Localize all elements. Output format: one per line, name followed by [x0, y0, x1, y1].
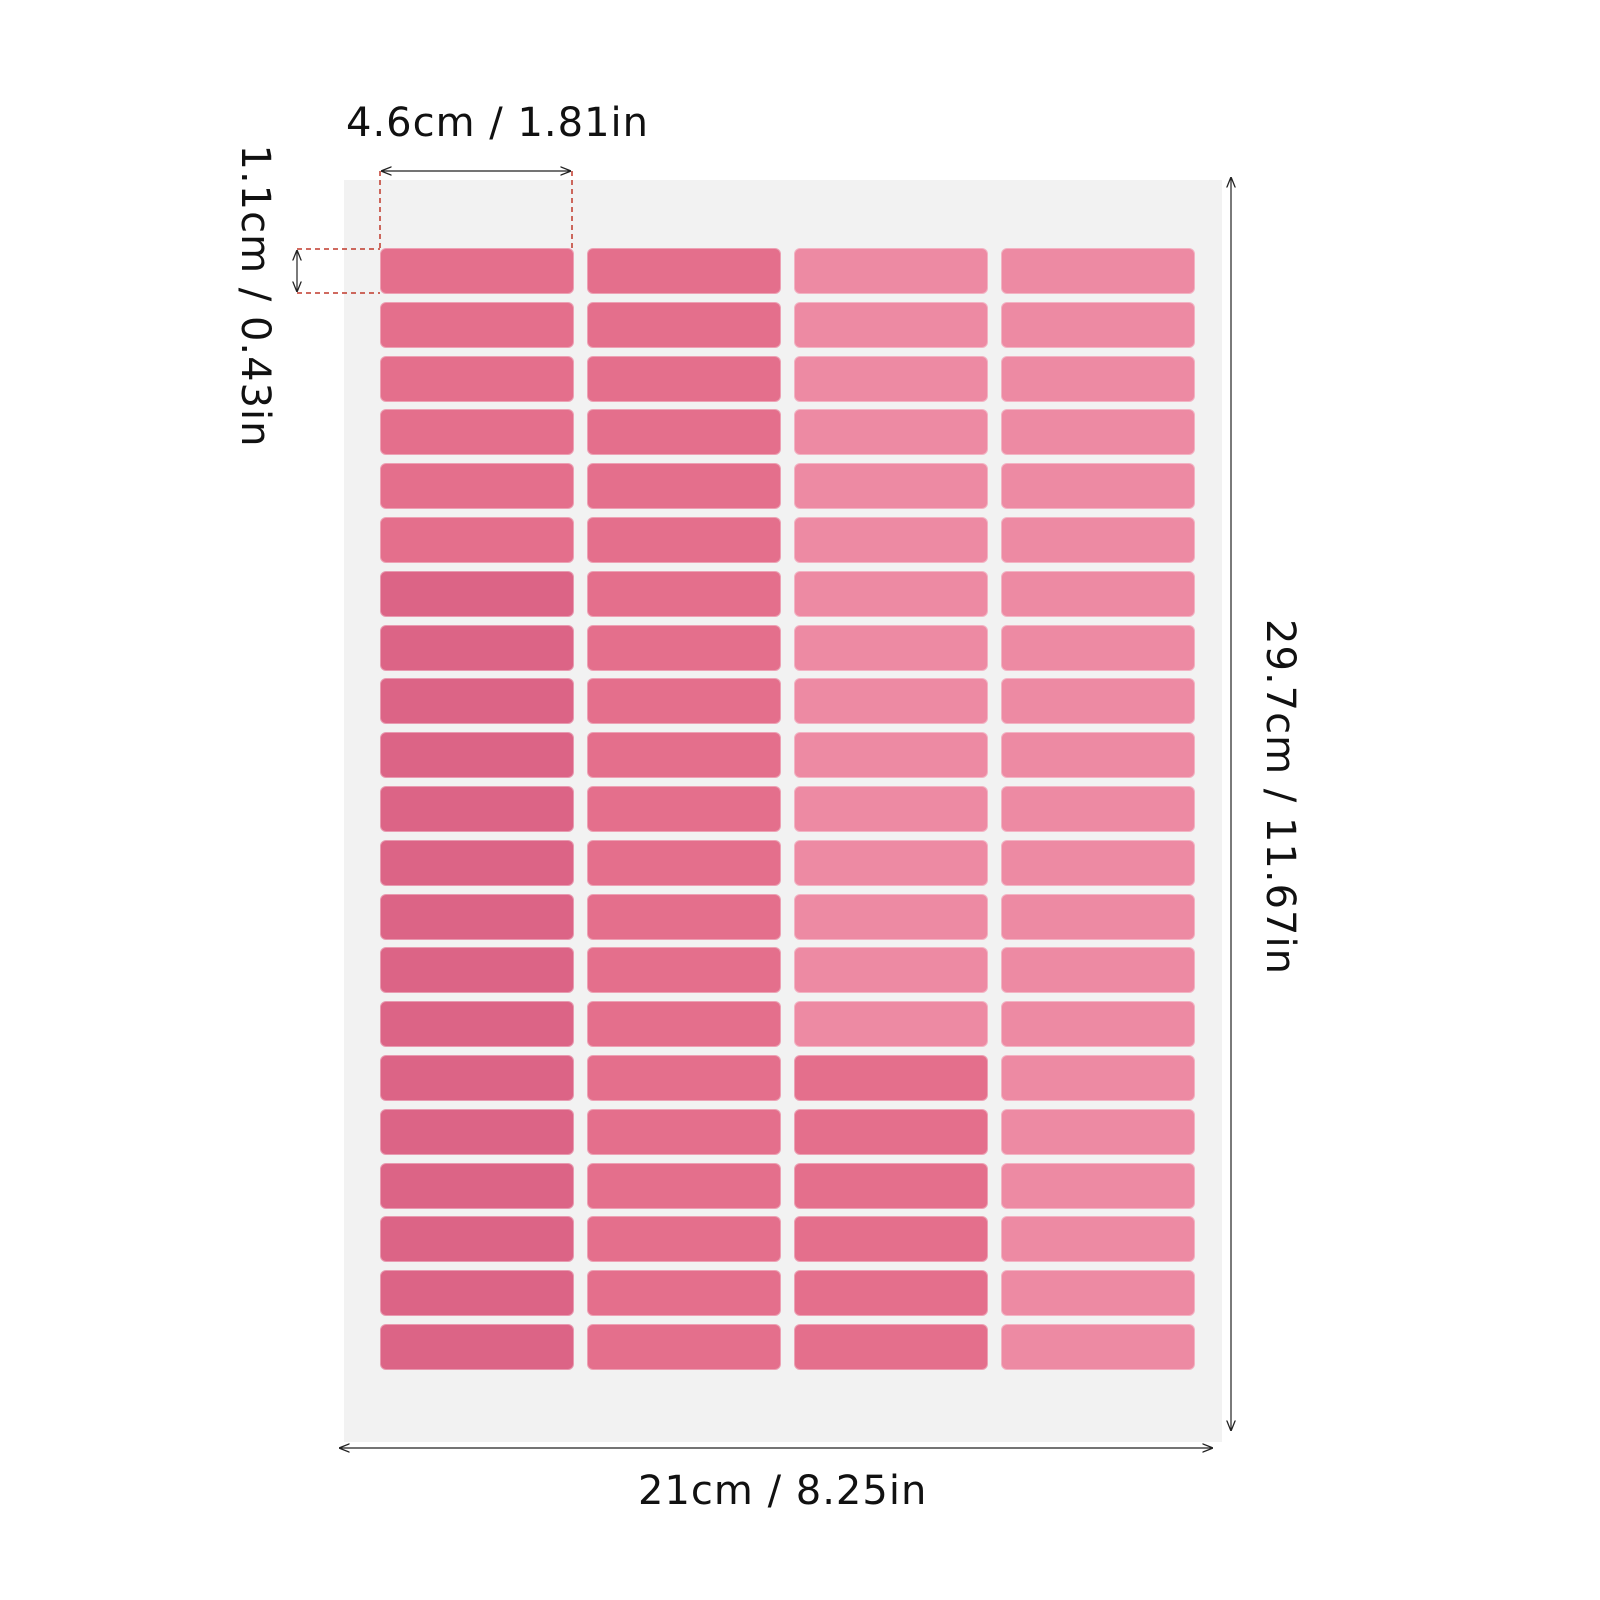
sticker-label — [1001, 624, 1195, 671]
sticker-label — [587, 1270, 781, 1317]
sticker-label — [587, 1108, 781, 1155]
sticker-label — [1001, 463, 1195, 510]
sticker-label — [1001, 1054, 1195, 1101]
sticker-label — [380, 839, 574, 886]
sticker-label — [380, 1162, 574, 1209]
sticker-label — [1001, 1216, 1195, 1263]
sticker-label — [794, 678, 988, 725]
sticker-label — [794, 570, 988, 617]
sticker-label — [1001, 785, 1195, 832]
sticker-label — [380, 355, 574, 402]
sticker-label — [1001, 301, 1195, 348]
sheet-width-text: 21cm / 8.25in — [638, 1468, 928, 1514]
sticker-label — [794, 463, 988, 510]
sticker-label — [587, 947, 781, 994]
sticker-label — [380, 1108, 574, 1155]
label-width-text: 4.6cm / 1.81in — [346, 100, 650, 146]
sticker-label — [1001, 839, 1195, 886]
sticker-label — [1001, 1270, 1195, 1317]
sticker-label — [794, 839, 988, 886]
sticker-label — [380, 893, 574, 940]
sheet-height-text: 29.7cm / 11.67in — [1257, 619, 1303, 975]
sticker-label — [794, 301, 988, 348]
sticker-label — [587, 624, 781, 671]
sticker-label — [587, 1323, 781, 1370]
sticker-label — [587, 463, 781, 510]
sticker-label — [1001, 1108, 1195, 1155]
sticker-label — [794, 1054, 988, 1101]
sticker-label — [587, 893, 781, 940]
sticker-label — [794, 624, 988, 671]
sticker-label — [1001, 248, 1195, 294]
sticker-label — [587, 516, 781, 563]
sticker-label — [794, 732, 988, 779]
sticker-label — [380, 463, 574, 510]
sticker-label — [587, 355, 781, 402]
sticker-label — [587, 409, 781, 456]
sticker-label — [794, 409, 988, 456]
sticker-label — [380, 1001, 574, 1048]
sticker-label — [587, 1216, 781, 1263]
sticker-label — [1001, 1162, 1195, 1209]
sticker-label — [794, 1162, 988, 1209]
sticker-label — [587, 248, 781, 294]
sticker-label — [587, 732, 781, 779]
sticker-label — [380, 516, 574, 563]
sticker-label — [587, 570, 781, 617]
sticker-label — [1001, 732, 1195, 779]
sticker-label — [794, 785, 988, 832]
sticker-label — [380, 947, 574, 994]
sticker-label — [1001, 516, 1195, 563]
sticker-label — [587, 678, 781, 725]
sticker-label — [794, 1001, 988, 1048]
sticker-label — [380, 1270, 574, 1317]
sticker-label — [794, 1270, 988, 1317]
sticker-label — [380, 1216, 574, 1263]
sticker-label — [380, 785, 574, 832]
sticker-label — [380, 1054, 574, 1101]
label-sheet — [344, 180, 1222, 1442]
sticker-label — [1001, 947, 1195, 994]
sticker-label — [1001, 678, 1195, 725]
sticker-label — [587, 301, 781, 348]
sticker-label — [1001, 409, 1195, 456]
sticker-label — [794, 355, 988, 402]
sticker-label — [380, 248, 574, 294]
sticker-label — [1001, 893, 1195, 940]
sticker-label — [587, 1162, 781, 1209]
sticker-label — [1001, 355, 1195, 402]
sticker-label — [794, 1216, 988, 1263]
sticker-label — [380, 301, 574, 348]
sticker-label — [1001, 570, 1195, 617]
sticker-label — [587, 1001, 781, 1048]
sticker-label — [1001, 1323, 1195, 1370]
sticker-label — [587, 839, 781, 886]
sticker-label — [1001, 1001, 1195, 1048]
sticker-label — [587, 1054, 781, 1101]
sticker-label — [380, 678, 574, 725]
sticker-label — [794, 248, 988, 294]
sticker-label — [380, 624, 574, 671]
sticker-label — [587, 785, 781, 832]
sticker-label — [380, 732, 574, 779]
label-grid — [380, 248, 1195, 1370]
label-height-text: 1.1cm / 0.43in — [232, 144, 278, 448]
sticker-label — [794, 1323, 988, 1370]
sticker-label — [380, 409, 574, 456]
sticker-label — [794, 893, 988, 940]
sticker-label — [380, 570, 574, 617]
sticker-label — [794, 1108, 988, 1155]
sticker-label — [794, 516, 988, 563]
sticker-label — [380, 1323, 574, 1370]
sticker-label — [794, 947, 988, 994]
